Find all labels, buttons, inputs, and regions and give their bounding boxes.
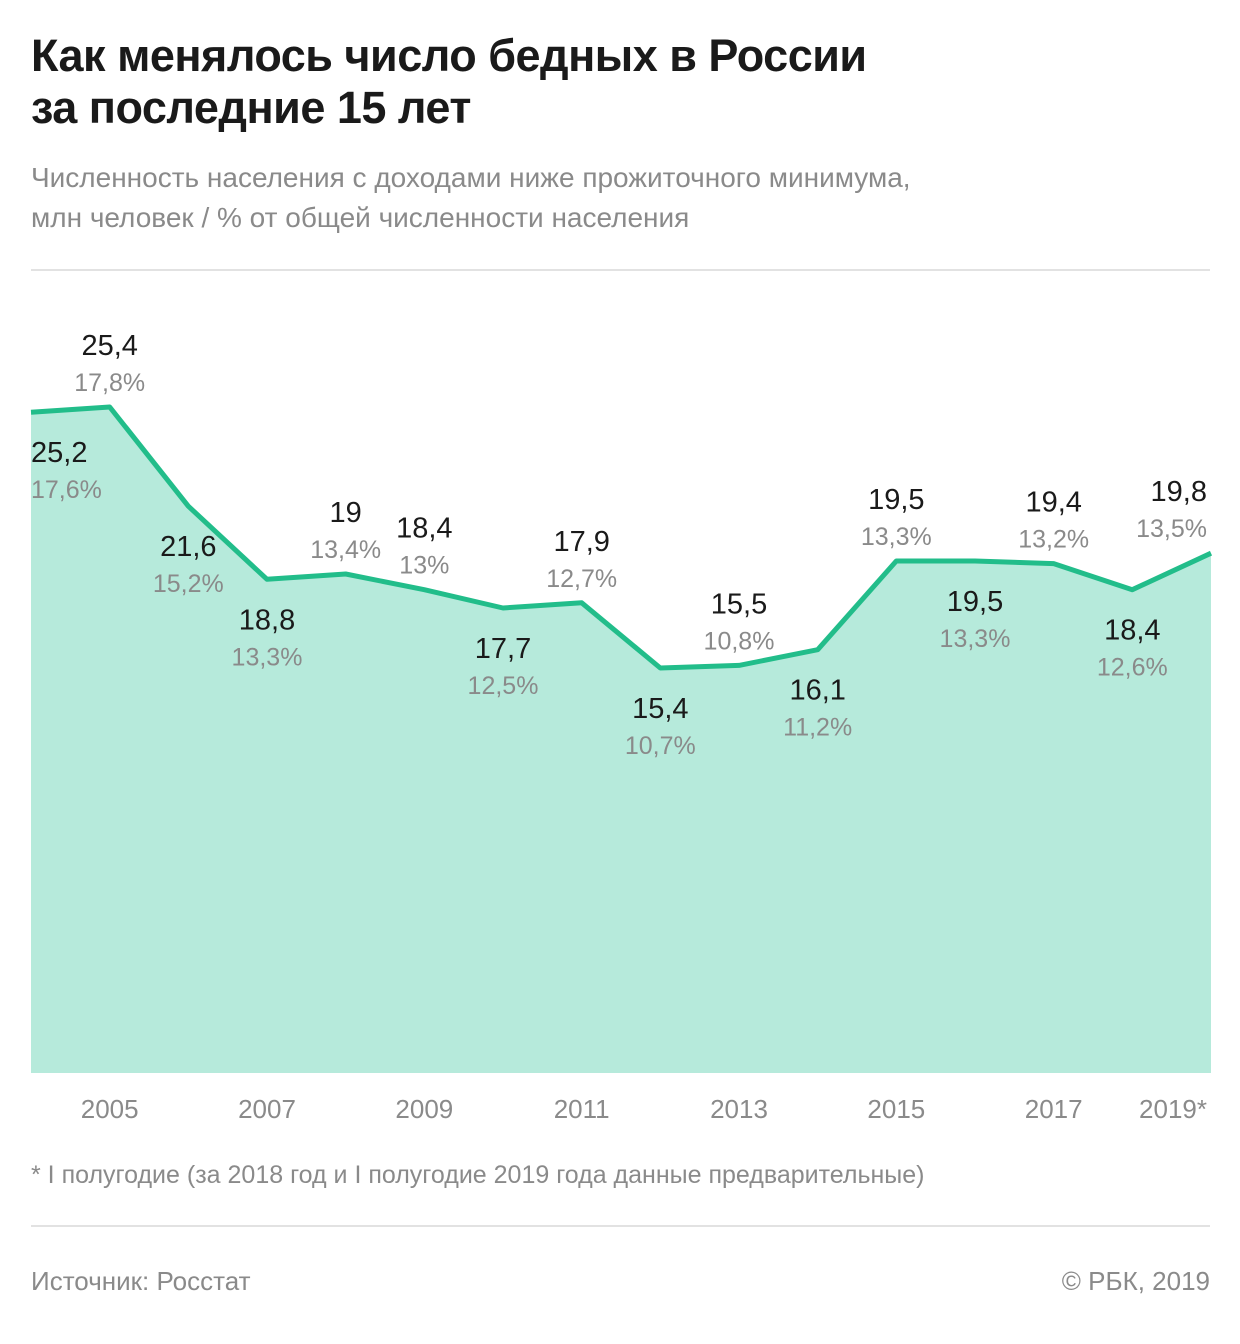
percent-label: 10,7%: [625, 732, 696, 760]
percent-label: 17,6%: [31, 476, 102, 504]
chart-title: Как менялось число бедных в России за по…: [31, 30, 1211, 134]
chart-subtitle-line-2: млн человек / % от общей численности нас…: [31, 202, 690, 233]
percent-label: 11,2%: [783, 714, 852, 742]
value-label: 18,8: [239, 604, 295, 636]
x-tick-label: 2007: [238, 1094, 296, 1124]
series-area: [31, 407, 1211, 1073]
chart-title-line-2: за последние 15 лет: [31, 82, 471, 133]
chart-subtitle: Численность населения с доходами ниже пр…: [31, 158, 1211, 238]
x-tick-label: 2015: [867, 1094, 925, 1124]
percent-label: 10,8%: [704, 627, 775, 655]
percent-label: 13,2%: [1018, 526, 1089, 554]
value-label: 15,4: [632, 693, 688, 725]
footnote: * I полугодие (за 2018 год и I полугодие…: [31, 1161, 925, 1189]
percent-label: 12,7%: [546, 565, 617, 593]
x-tick-label: 2019*: [1139, 1094, 1207, 1124]
series-line: [30, 404, 1213, 671]
percent-label: 13%: [399, 552, 449, 580]
value-label: 18,4: [1104, 615, 1160, 647]
percent-label: 12,6%: [1097, 654, 1168, 682]
value-label: 25,2: [31, 437, 87, 469]
percent-label: 12,5%: [468, 672, 539, 700]
percent-label: 13,3%: [861, 523, 932, 551]
value-label: 25,4: [81, 330, 137, 362]
x-tick-label: 2005: [81, 1094, 139, 1124]
x-tick-label: 2017: [1025, 1094, 1083, 1124]
top-divider: [31, 269, 1210, 271]
x-tick-label: 2011: [554, 1094, 610, 1124]
value-label: 19,5: [947, 586, 1003, 618]
value-label: 18,4: [396, 513, 452, 545]
source-note: Источник: Росстат: [31, 1266, 251, 1296]
chart-title-line-1: Как менялось число бедных в России: [31, 30, 867, 81]
value-label: 19,5: [868, 484, 924, 516]
x-tick-label: 2009: [395, 1094, 453, 1124]
percent-label: 13,5%: [1136, 515, 1207, 543]
percent-label: 13,3%: [232, 643, 303, 671]
value-label: 21,6: [160, 531, 216, 563]
copyright-note: © РБК, 2019: [1061, 1266, 1210, 1296]
x-tick-label: 2013: [710, 1094, 768, 1124]
bottom-divider: [31, 1225, 1210, 1227]
value-label: 17,7: [475, 633, 531, 665]
value-label: 17,9: [553, 526, 609, 558]
percent-label: 13,4%: [310, 536, 381, 564]
percent-label: 17,8%: [74, 369, 145, 397]
percent-label: 13,3%: [940, 625, 1011, 653]
value-label: 16,1: [789, 675, 845, 707]
value-label: 19,8: [1151, 476, 1207, 508]
value-label: 15,5: [711, 588, 767, 620]
percent-label: 15,2%: [153, 570, 224, 598]
value-label: 19: [330, 497, 362, 529]
value-label: 19,4: [1025, 487, 1081, 519]
chart-subtitle-line-1: Численность населения с доходами ниже пр…: [31, 162, 911, 193]
poverty-area-chart: 25,2 17,6% 25,4 17,8% 21,6 15,2% 18,8 13,3% 19 13…: [30, 330, 1213, 1124]
